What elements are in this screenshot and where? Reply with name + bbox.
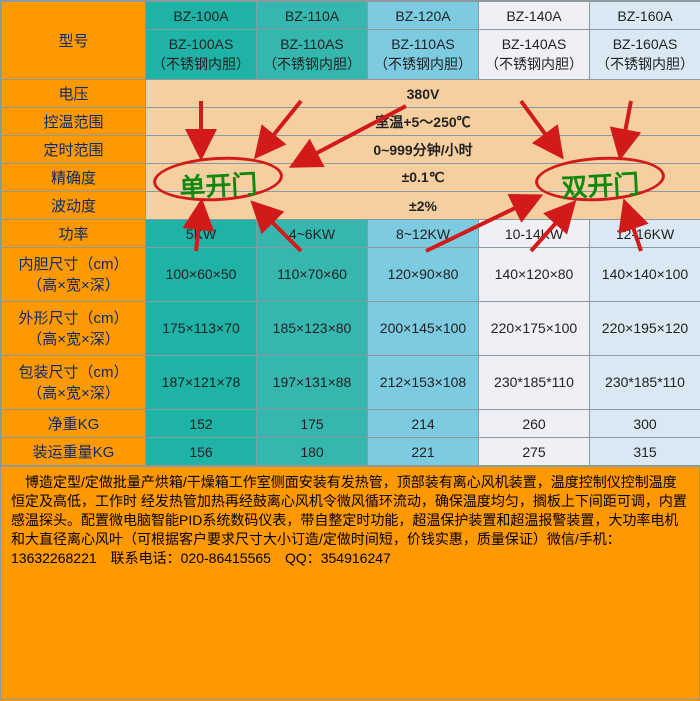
model-cell: BZ-100AS（不锈钢内胆）	[146, 30, 257, 80]
inner-dim-cell: 110×70×60	[257, 248, 368, 302]
temp-range-value: 室温+5～250℃	[146, 108, 700, 136]
model-cell: BZ-160A	[590, 2, 700, 30]
power-cell: 8~12KW	[368, 220, 479, 248]
pack-dim-cell: 230*185*110	[590, 356, 700, 410]
fluctuation-value: ±2%	[146, 192, 700, 220]
model-cell: BZ-140A	[479, 2, 590, 30]
label-voltage: 电压	[2, 80, 146, 108]
outer-dim-cell: 220×195×120	[590, 302, 700, 356]
label-fluctuation: 波动度	[2, 192, 146, 220]
inner-dim-cell: 140×120×80	[479, 248, 590, 302]
outer-dim-cell: 200×145×100	[368, 302, 479, 356]
pack-dim-cell: 230*185*110	[479, 356, 590, 410]
outer-dim-cell: 220×175×100	[479, 302, 590, 356]
label-outer-dim: 外形尺寸（cm）（高×宽×深）	[2, 302, 146, 356]
net-weight-cell: 260	[479, 410, 590, 438]
ship-weight-cell: 315	[590, 438, 700, 466]
outer-dim-cell: 175×113×70	[146, 302, 257, 356]
net-weight-cell: 214	[368, 410, 479, 438]
model-cell: BZ-160AS（不锈钢内胆）	[590, 30, 700, 80]
pack-dim-cell: 187×121×78	[146, 356, 257, 410]
label-temp-range: 控温范围	[2, 108, 146, 136]
label-accuracy: 精确度	[2, 164, 146, 192]
inner-dim-cell: 120×90×80	[368, 248, 479, 302]
power-cell: 10-14KW	[479, 220, 590, 248]
model-cell: BZ-140AS（不锈钢内胆）	[479, 30, 590, 80]
label-timer-range: 定时范围	[2, 136, 146, 164]
label-net-weight: 净重KG	[2, 410, 146, 438]
model-cell: BZ-100A	[146, 2, 257, 30]
timer-range-value: 0~999分钟/小时	[146, 136, 700, 164]
model-cell: BZ-110AS（不锈钢内胆）	[257, 30, 368, 80]
accuracy-value: ±0.1℃	[146, 164, 700, 192]
power-cell: 4~6KW	[257, 220, 368, 248]
model-cell: BZ-110A	[257, 2, 368, 30]
ship-weight-cell: 156	[146, 438, 257, 466]
power-cell: 5KW	[146, 220, 257, 248]
pack-dim-cell: 197×131×88	[257, 356, 368, 410]
pack-dim-cell: 212×153×108	[368, 356, 479, 410]
label-inner-dim: 内胆尺寸（cm）（高×宽×深）	[2, 248, 146, 302]
outer-dim-cell: 185×123×80	[257, 302, 368, 356]
voltage-value: 380V	[146, 80, 700, 108]
inner-dim-cell: 100×60×50	[146, 248, 257, 302]
inner-dim-cell: 140×140×100	[590, 248, 700, 302]
spec-table-container: { "labels": { "model": "型号", "voltage": …	[0, 0, 700, 700]
ship-weight-cell: 221	[368, 438, 479, 466]
ship-weight-cell: 275	[479, 438, 590, 466]
model-cell: BZ-110AS（不锈钢内胆）	[368, 30, 479, 80]
label-ship-weight: 装运重量KG	[2, 438, 146, 466]
footer-description: 博造定型/定做批量产烘箱/干燥箱工作室侧面安装有发热管，顶部装有离心风机装置，温…	[1, 466, 699, 573]
label-power: 功率	[2, 220, 146, 248]
spec-table: 型号 BZ-100A BZ-110A BZ-120A BZ-140A BZ-16…	[1, 1, 700, 466]
power-cell: 12-16KW	[590, 220, 700, 248]
model-cell: BZ-120A	[368, 2, 479, 30]
net-weight-cell: 300	[590, 410, 700, 438]
label-model: 型号	[2, 2, 146, 80]
net-weight-cell: 152	[146, 410, 257, 438]
net-weight-cell: 175	[257, 410, 368, 438]
label-pack-dim: 包装尺寸（cm）（高×宽×深）	[2, 356, 146, 410]
ship-weight-cell: 180	[257, 438, 368, 466]
